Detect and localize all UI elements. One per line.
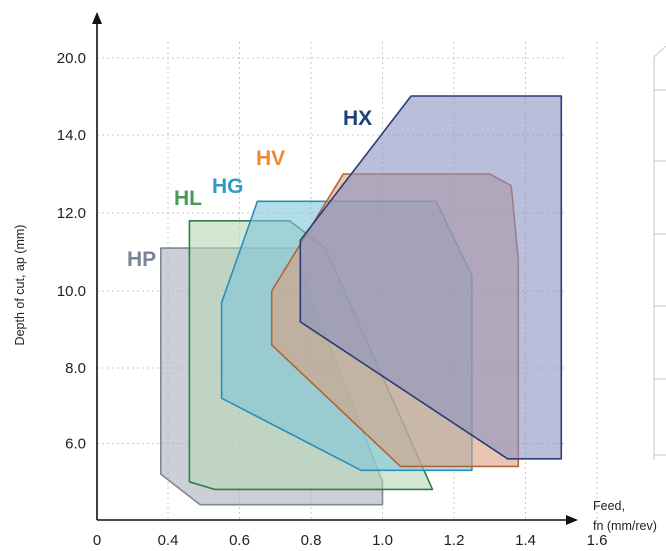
region-label-hg: HG [212,175,244,198]
y-axis-arrow [92,12,102,24]
y-tick-label-14.0: 14.0 [57,127,86,144]
y-axis-label: Depth of cut, ap (mm) [13,225,27,346]
region-label-hx: HX [343,107,372,130]
x-axis-label-line2: fn (mm/rev) [593,519,657,533]
adjacent-chart-fragment [653,45,666,460]
x-axis-label-line1: Feed, [593,499,625,513]
x-tick-label-1.2: 1.2 [444,532,465,549]
x-tick-label-0.4: 0.4 [158,532,179,549]
y-tick-label-8.0: 8.0 [65,360,86,377]
regions: HP HL HG HV HX [127,95,563,506]
x-axis-arrow [566,515,578,525]
region-label-hp: HP [127,248,156,271]
x-tick-label-1.4: 1.4 [515,532,536,549]
region-label-hv: HV [256,147,285,170]
x-tick-label-0.6: 0.6 [229,532,250,549]
y-tick-label-20.0: 20.0 [57,50,86,67]
origin-label: 0 [93,532,101,549]
y-tick-label-6.0: 6.0 [65,436,86,453]
x-tick-label-1.0: 1.0 [372,532,393,549]
x-tick-label-0.8: 0.8 [301,532,322,549]
y-tick-label-12.0: 12.0 [57,205,86,222]
axes [92,12,578,525]
region-label-hl: HL [174,187,202,210]
x-tick-label-1.6: 1.6 [587,532,608,549]
y-tick-label-10.0: 10.0 [57,283,86,300]
ticks: 0.4 0.6 0.8 1.0 1.2 1.4 1.6 6.0 8.0 10.0 12.0 14.0 2… [57,50,608,549]
region-hx [299,95,563,460]
